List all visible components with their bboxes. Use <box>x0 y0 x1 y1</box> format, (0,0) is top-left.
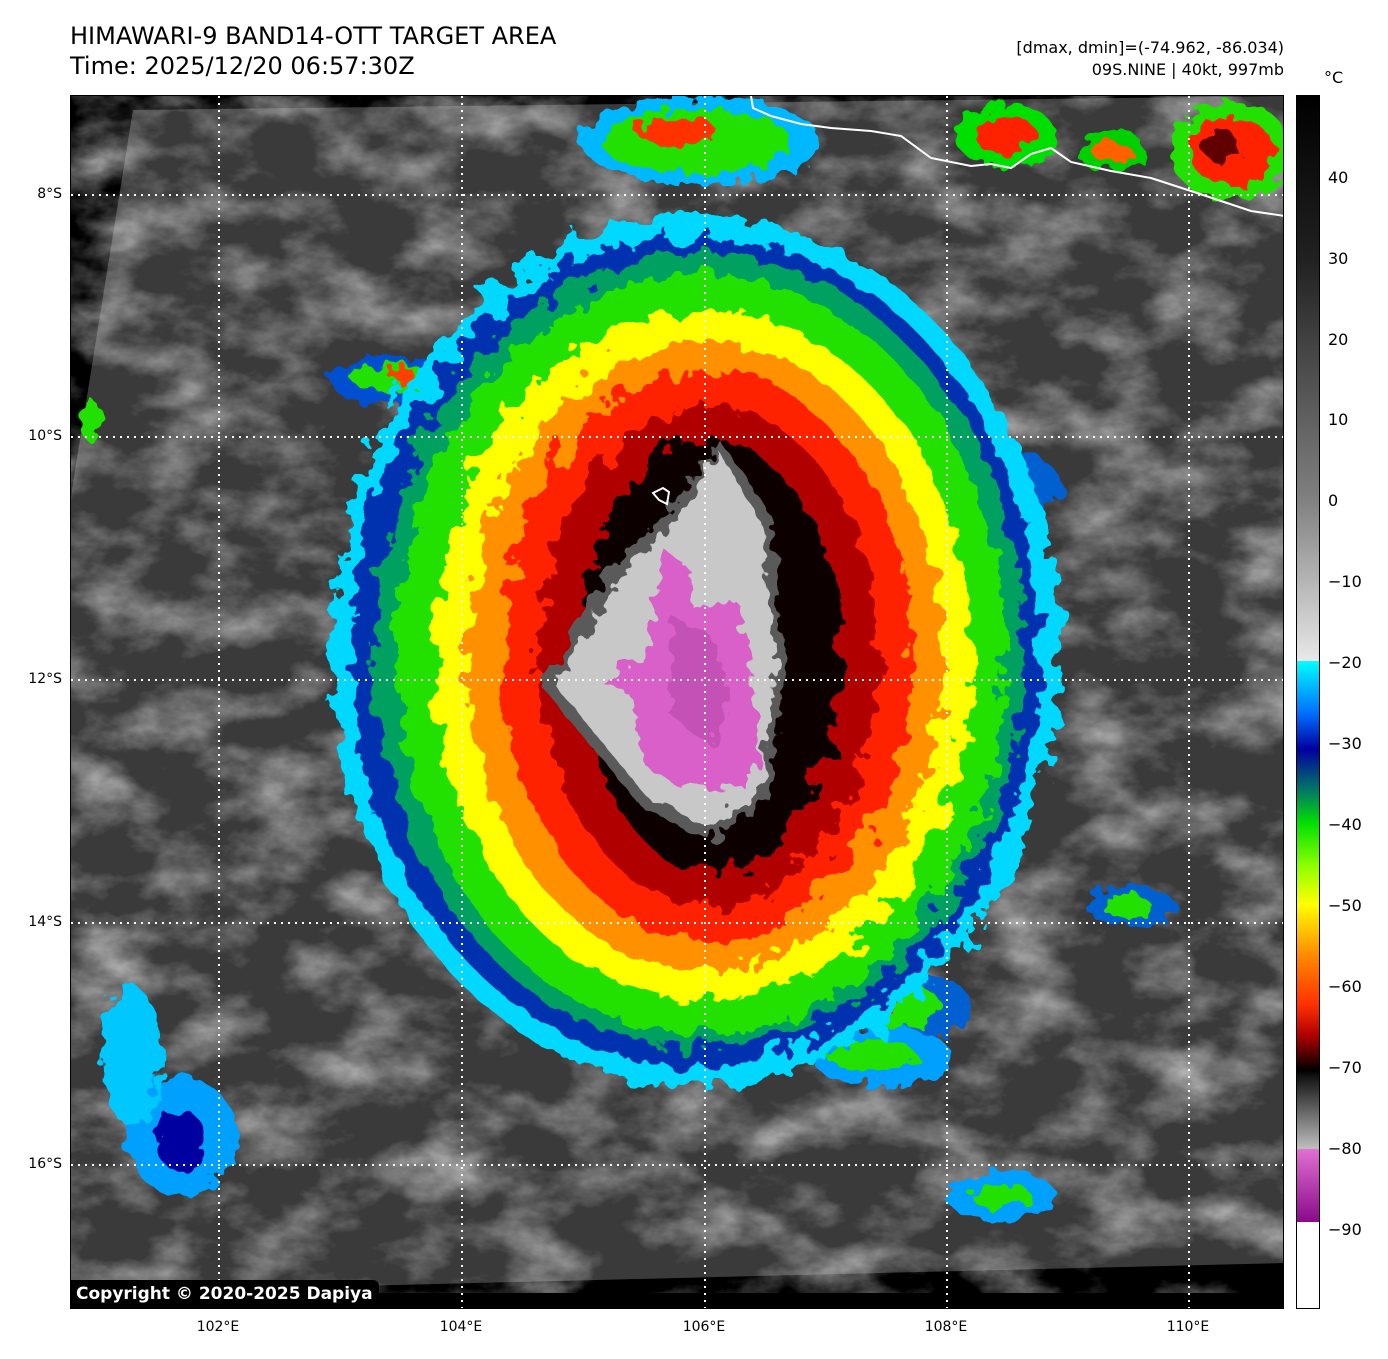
colorbar-tick: −50 <box>1328 896 1362 915</box>
colorbar-tick: −40 <box>1328 815 1362 834</box>
colorbar-tick: −80 <box>1328 1139 1362 1158</box>
colorbar-tick: −10 <box>1328 572 1362 591</box>
lat-label-10s: 10°S <box>28 428 62 444</box>
dmax-dmin-range: [dmax, dmin]=(-74.962, -86.034) <box>1016 38 1284 57</box>
cold-cloud-top-core <box>541 441 786 841</box>
northeast-convection <box>581 96 1283 201</box>
colorbar-tick: 40 <box>1328 168 1349 187</box>
lon-label-104e: 104°E <box>439 1319 483 1335</box>
colorbar-tick: 10 <box>1328 410 1349 429</box>
lat-label-16s: 16°S <box>28 1156 62 1172</box>
lon-label-106e: 106°E <box>682 1319 726 1335</box>
lat-label-8s: 8°S <box>37 186 62 202</box>
lon-label-108e: 108°E <box>924 1319 968 1335</box>
copyright-notice: Copyright © 2020-2025 Dapiya <box>70 1280 379 1308</box>
island-outline <box>651 486 671 506</box>
colorbar-tick: 0 <box>1328 491 1339 510</box>
colorbar-tick: 30 <box>1328 249 1349 268</box>
colorbar-tick: 20 <box>1328 330 1349 349</box>
storm-info: 09S.NINE | 40kt, 997mb <box>1091 60 1284 79</box>
satellite-image-map[interactable] <box>70 95 1284 1309</box>
lat-label-12s: 12°S <box>28 671 62 687</box>
colorbar-tick: −70 <box>1328 1058 1362 1077</box>
coastline <box>750 96 1283 217</box>
lon-label-102e: 102°E <box>196 1319 240 1335</box>
lon-label-110e: 110°E <box>1166 1319 1210 1335</box>
colorbar-tick: −90 <box>1328 1220 1362 1239</box>
temperature-colorbar <box>1296 95 1320 1309</box>
lat-label-14s: 14°S <box>28 914 62 930</box>
colorbar-tick: −20 <box>1328 653 1362 672</box>
colorbar-unit: °C <box>1324 68 1344 87</box>
map-title: HIMAWARI-9 BAND14-OTT TARGET AREA <box>70 22 557 50</box>
colorbar-tick: −60 <box>1328 977 1362 996</box>
colorbar-tick: −30 <box>1328 734 1362 753</box>
observation-time: Time: 2025/12/20 06:57:30Z <box>70 52 415 80</box>
